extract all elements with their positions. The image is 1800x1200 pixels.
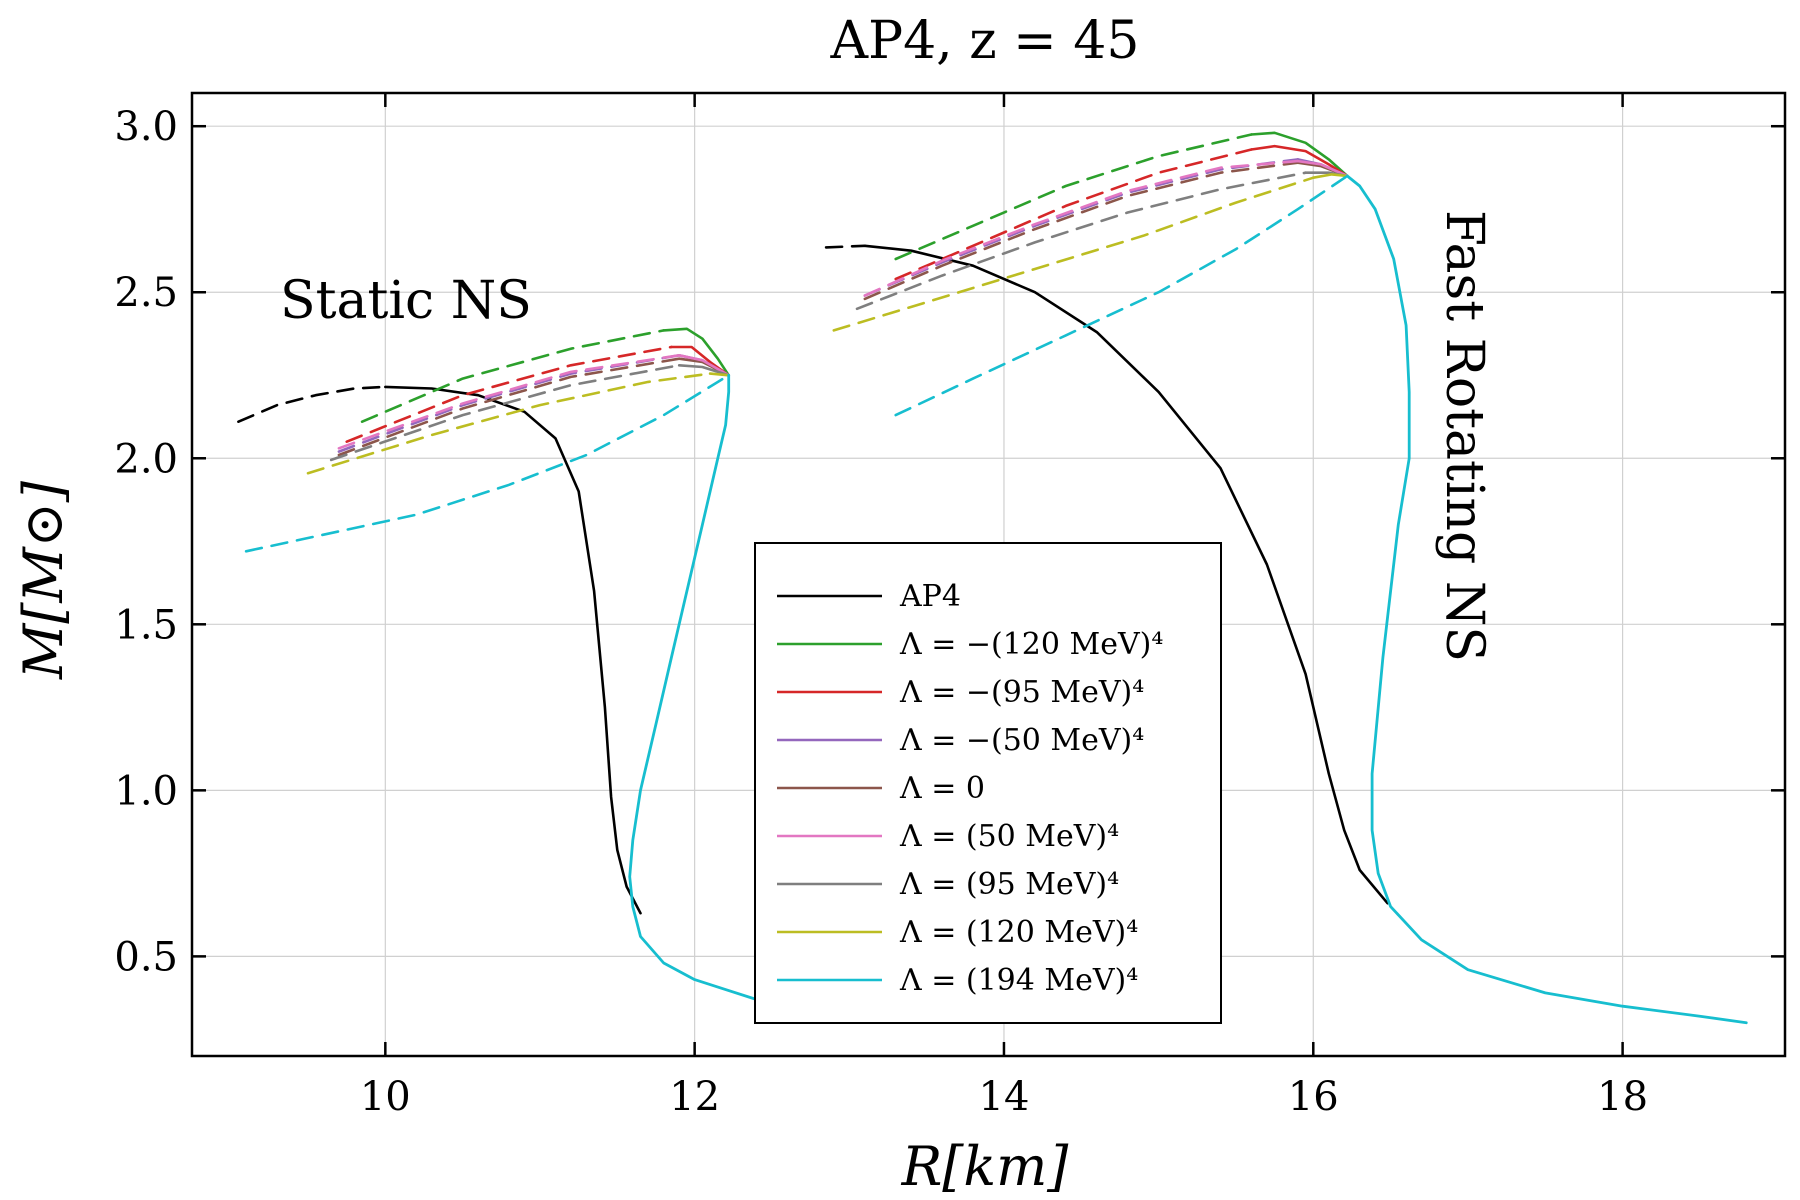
series-line-Lambda-pos-50-solid [677,354,730,377]
series-line-Lambda-pos-120-dashed [832,176,1315,332]
curves [237,131,1748,1025]
series-line-Lambda-pos-50-dashed [863,159,1300,297]
axes [190,91,1787,1058]
annotation-static-ns: Static NS [280,271,532,331]
series-line-Lambda-pos-120-solid [708,372,730,377]
y-tick-label: 2.5 [114,270,178,316]
series-line-AP4-dashed [237,385,387,423]
series-line-AP4-solid [384,385,642,915]
legend-label-Lambda-neg-95: Λ = −(95 MeV)⁴ [899,675,1144,710]
y-tick-label: 0.5 [114,934,178,980]
x-axis-label: R[km] [901,1135,1070,1198]
series-line-Lambda-pos-50-dashed [337,354,681,450]
y-tick-label: 1.0 [114,768,178,814]
y-tick-label: 2.0 [114,436,178,482]
series-line-Lambda-neg-120-solid [662,327,730,377]
annotation-fast-rotating-ns: Fast Rotating NS [1434,210,1494,662]
legend-label-Lambda-neg-120: Λ = −(120 MeV)⁴ [899,627,1163,662]
x-tick-label: 10 [360,1074,411,1120]
x-tick-label: 12 [669,1074,720,1120]
series-line-Lambda-neg-95-solid [1250,144,1349,178]
legend-label-Lambda-neg-50: Λ = −(50 MeV)⁴ [899,723,1144,758]
series-line-Lambda-neg-120-solid [1250,131,1349,178]
series-line-Lambda-neg-95-dashed [345,345,673,443]
legend: AP4 Λ = −(120 MeV)⁴ Λ = −(95 MeV)⁴ Λ = −(50… [754,542,1222,1024]
series-line-AP4-solid [863,244,1389,905]
series-line-Lambda-neg-120-dashed [360,329,665,423]
series-Lambda-pos-120 [306,173,1349,475]
series-line-Lambda-pos-95-solid [677,364,730,377]
plot-frame [190,91,1787,1058]
series-line-Lambda-neg-120-dashed [894,133,1253,261]
legend-label-Lambda-pos-50: Λ = (50 MeV)⁴ [899,819,1119,854]
series-Lambda-pos-194 [244,174,1349,553]
series-line-AP4-dashed [824,244,867,249]
series-Lambda-neg-120 [360,131,1349,423]
tick-labels: 10 12 14 16 18 0.5 1.0 1.5 2.0 2.5 3.0 [114,104,1648,1120]
x-tick-label: 14 [979,1074,1030,1120]
legend-label-AP4: AP4 [899,579,961,614]
series-line-Lambda-pos-50-solid [1296,159,1349,178]
series-line-Lambda-pos-194-dashed [244,374,730,553]
y-axis-label: M[M⊙] [12,480,75,680]
x-tick-label: 16 [1288,1074,1339,1120]
y-tick-label: 1.5 [114,602,178,648]
legend-label-Lambda-pos-194: Λ = (194 MeV)⁴ [899,963,1138,998]
base-branch-static-base [628,373,758,1001]
legend-label-Lambda-pos-95: Λ = (95 MeV)⁴ [899,867,1119,902]
series-line-Lambda-pos-194-dashed [894,174,1349,417]
legend-entries: AP4 Λ = −(120 MeV)⁴ Λ = −(95 MeV)⁴ Λ = −(50… [777,579,1163,998]
series-line-Lambda-pos-95-dashed [329,364,681,462]
series-Lambda-pos-50 [337,159,1349,450]
series-line-Lambda-0-dashed [863,161,1300,301]
legend-label-Lambda-0: Λ = 0 [899,771,985,806]
y-tick-label: 3.0 [114,104,178,150]
series-line-Lambda-neg-95-dashed [894,148,1253,281]
legend-box [754,542,1222,1024]
series-line-Lambda-pos-120-dashed [306,372,712,475]
base-branch-rotating-base [1345,174,1748,1025]
legend-label-Lambda-pos-120: Λ = (120 MeV)⁴ [899,915,1138,950]
series-line-Lambda-pos-120-solid [1312,173,1349,179]
x-tick-label: 18 [1597,1074,1648,1120]
series-line-Lambda-pos-95-dashed [855,171,1307,311]
chart-title: AP4, z = 45 [830,11,1140,71]
series-line-Lambda-0-dashed [337,357,681,457]
